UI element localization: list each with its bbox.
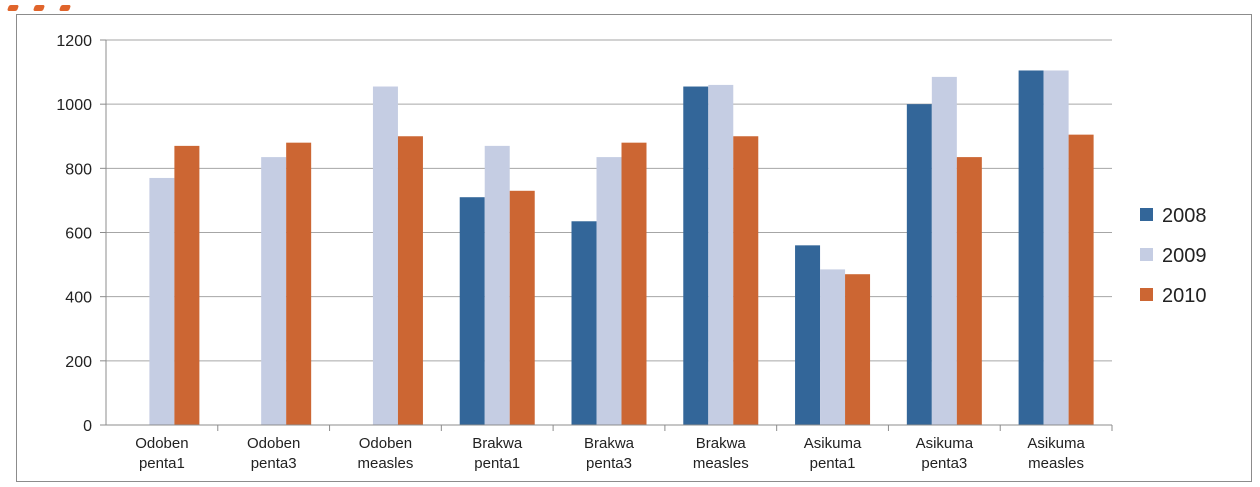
bars xyxy=(149,70,1094,426)
x-tick-label: penta3 xyxy=(251,455,297,472)
legend-swatch-2009 xyxy=(1140,248,1153,261)
cropped-text-mark xyxy=(32,5,46,11)
legend: 2008 2009 2010 xyxy=(1140,205,1207,307)
y-tick-label: 1000 xyxy=(56,97,92,114)
y-tick-label: 200 xyxy=(65,354,92,371)
x-tick-label: Brakwa xyxy=(472,435,523,452)
bar-2010 xyxy=(286,142,312,425)
chart-frame: 0 200 400 600 800 1000 1200 Odoben penta1 Odoben… xyxy=(16,14,1252,482)
bar-2009 xyxy=(596,157,622,425)
x-tick-label: penta3 xyxy=(921,455,967,472)
x-tick-label: Asikuma xyxy=(1027,435,1085,452)
x-tick-label: Brakwa xyxy=(584,435,635,452)
x-tick-label: Odoben xyxy=(247,435,300,452)
cropped-text-mark xyxy=(58,5,72,11)
x-axis-labels: Odoben penta1 Odoben penta3 Odoben measles Bra… xyxy=(135,435,1085,472)
cropped-title-fragment xyxy=(0,0,200,14)
bar-2008 xyxy=(1018,70,1044,425)
bar-2008 xyxy=(459,197,485,425)
bar-2010 xyxy=(174,145,200,425)
x-tick-label: penta1 xyxy=(139,455,185,472)
x-tick-label: Brakwa xyxy=(696,435,747,452)
y-tick-label: 800 xyxy=(65,161,92,178)
bar-2009 xyxy=(149,177,175,425)
x-tick-label: measles xyxy=(1028,455,1084,472)
bar-2010 xyxy=(397,136,423,425)
bar-2009 xyxy=(820,269,846,425)
bar-2009 xyxy=(931,76,957,426)
bar-2008 xyxy=(571,221,597,425)
bar-2008 xyxy=(683,86,709,425)
x-tick-label: Asikuma xyxy=(916,435,974,452)
bar-2009 xyxy=(484,145,510,425)
legend-label-2009: 2009 xyxy=(1162,245,1207,267)
y-tick-label: 600 xyxy=(65,226,92,243)
x-tick-label: penta1 xyxy=(474,455,520,472)
bar-2009 xyxy=(372,86,398,425)
x-tick-label: penta1 xyxy=(810,455,856,472)
axes xyxy=(105,40,1113,431)
y-tick-label: 0 xyxy=(83,418,92,435)
bar-2008 xyxy=(795,245,821,425)
bar-2010 xyxy=(621,142,647,425)
bar-2008 xyxy=(906,104,932,426)
legend-swatch-2008 xyxy=(1140,208,1153,221)
bar-2009 xyxy=(1043,70,1069,425)
bar-2009 xyxy=(708,84,734,426)
legend-label-2010: 2010 xyxy=(1162,285,1207,307)
bar-2010 xyxy=(509,190,535,425)
bar-2009 xyxy=(261,157,287,425)
x-tick-label: measles xyxy=(693,455,749,472)
x-tick-label: penta3 xyxy=(586,455,632,472)
bar-2010 xyxy=(733,136,759,425)
x-tick-label: Odoben xyxy=(135,435,188,452)
legend-label-2008: 2008 xyxy=(1162,205,1207,227)
cropped-text-mark xyxy=(6,5,20,11)
x-tick-label: Asikuma xyxy=(804,435,862,452)
bar-2010 xyxy=(845,274,871,425)
y-tick-label: 400 xyxy=(65,290,92,307)
y-axis-ticks: 0 200 400 600 800 1000 1200 xyxy=(56,33,106,435)
legend-swatch-2010 xyxy=(1140,288,1153,301)
x-tick-label: measles xyxy=(358,455,414,472)
y-tick-label: 1200 xyxy=(56,33,92,50)
bar-2010 xyxy=(1068,134,1094,425)
bar-2010 xyxy=(956,157,982,425)
x-tick-label: Odoben xyxy=(359,435,412,452)
